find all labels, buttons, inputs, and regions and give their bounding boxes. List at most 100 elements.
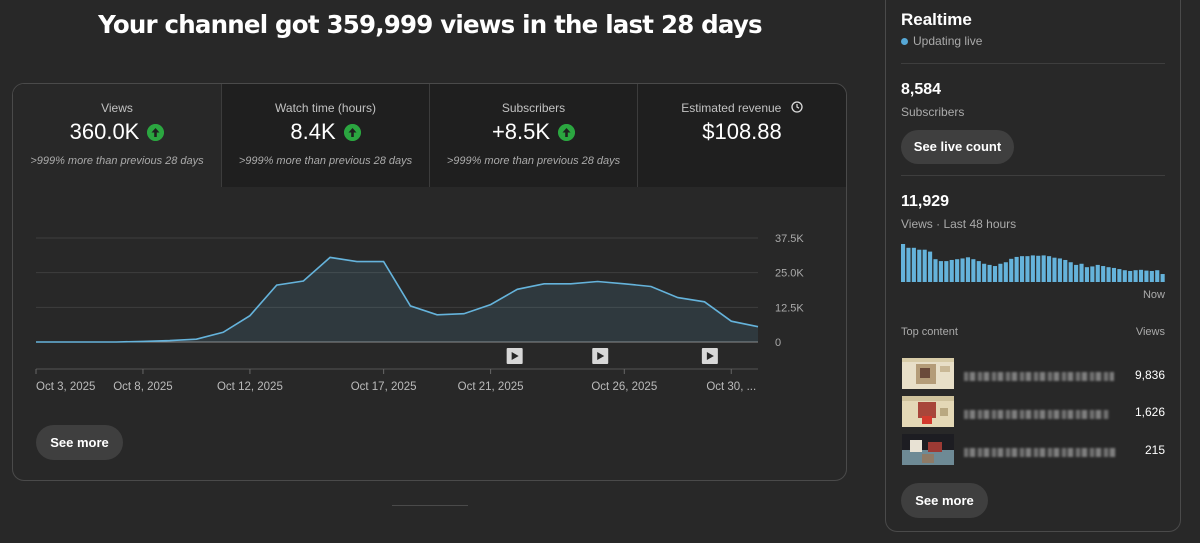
clock-icon[interactable] bbox=[791, 101, 803, 113]
video-marker-icon[interactable] bbox=[592, 348, 609, 364]
divider bbox=[901, 175, 1165, 176]
metric-tab-watch-time[interactable]: Watch time (hours) 8.4K >999% more than … bbox=[221, 84, 429, 187]
realtime-bar-chart bbox=[901, 244, 1165, 282]
y-tick-label: 12.5K bbox=[775, 302, 804, 314]
realtime-bar bbox=[922, 249, 927, 282]
realtime-bar bbox=[911, 247, 916, 282]
realtime-bar bbox=[1149, 270, 1154, 282]
realtime-bar bbox=[1079, 263, 1084, 282]
realtime-bar bbox=[1128, 270, 1133, 282]
x-tick-label: Oct 26, 2025 bbox=[591, 381, 657, 393]
realtime-bar bbox=[1122, 270, 1127, 282]
realtime-bar bbox=[982, 263, 987, 282]
realtime-bar bbox=[944, 261, 949, 282]
y-tick-label: 25.0K bbox=[775, 268, 804, 280]
realtime-bar bbox=[1041, 255, 1046, 282]
metric-comparison: >999% more than previous 28 days bbox=[446, 155, 621, 167]
realtime-bar bbox=[1090, 266, 1095, 282]
x-tick-label: Oct 8, 2025 bbox=[113, 381, 172, 393]
live-status: Updating live bbox=[901, 34, 982, 48]
x-tick-label: Oct 12, 2025 bbox=[217, 381, 283, 393]
video-thumbnail[interactable] bbox=[902, 434, 954, 465]
metric-comparison: >999% more than previous 28 days bbox=[238, 155, 413, 167]
realtime-bar bbox=[998, 263, 1003, 282]
realtime-bar bbox=[1095, 264, 1100, 282]
x-tick-label: Oct 21, 2025 bbox=[458, 381, 524, 393]
live-dot-icon bbox=[901, 37, 908, 45]
realtime-bar bbox=[1003, 262, 1008, 282]
realtime-bar bbox=[955, 259, 960, 282]
realtime-bar bbox=[1052, 257, 1057, 282]
video-title-redacted[interactable] bbox=[964, 448, 1116, 457]
y-tick-label: 0 bbox=[775, 337, 781, 349]
metric-value: +8.5K bbox=[491, 119, 551, 144]
arrow-up-icon bbox=[558, 123, 576, 141]
metric-tab-subscribers[interactable]: Subscribers +8.5K >999% more than previo… bbox=[429, 84, 637, 187]
metric-value: 360.0K bbox=[69, 119, 140, 144]
metric-label: Watch time (hours) bbox=[275, 101, 376, 115]
realtime-bar bbox=[1138, 269, 1144, 282]
video-thumbnail[interactable] bbox=[902, 358, 954, 389]
realtime-bar bbox=[965, 257, 971, 282]
x-tick-label: Oct 3, 2025 bbox=[36, 381, 95, 393]
see-live-count-button[interactable]: See live count bbox=[901, 130, 1014, 164]
arrow-up-icon bbox=[343, 123, 361, 141]
realtime-bar bbox=[1111, 267, 1117, 282]
metric-tab-revenue[interactable]: Estimated revenue $108.88 bbox=[637, 84, 846, 187]
realtime-bar bbox=[1133, 270, 1138, 282]
realtime-bar bbox=[1025, 256, 1030, 282]
video-views: 9,836 bbox=[1134, 368, 1165, 382]
video-title-redacted[interactable] bbox=[964, 410, 1109, 419]
realtime-bar bbox=[1063, 259, 1068, 282]
arrow-up-icon bbox=[147, 123, 165, 141]
realtime-bar bbox=[1019, 256, 1025, 282]
realtime-bar bbox=[906, 247, 911, 282]
realtime-bar bbox=[949, 259, 954, 282]
video-views: 1,626 bbox=[1134, 405, 1165, 419]
realtime-bar bbox=[1009, 258, 1014, 282]
realtime-bar bbox=[1036, 255, 1041, 282]
realtime-bar bbox=[1014, 256, 1019, 282]
realtime-bar bbox=[1101, 266, 1106, 282]
overview-card: Views 360.0K >999% more than previous 28… bbox=[12, 83, 847, 481]
realtime-bar bbox=[1117, 269, 1122, 282]
realtime-bar bbox=[1068, 262, 1073, 282]
views-chart: 37.5K 25.0K 12.5K 0 Oct 3, 2025 Oct 8, 2025 Oc… bbox=[35, 233, 804, 393]
series-area bbox=[36, 257, 758, 342]
realtime-title: Realtime bbox=[901, 10, 972, 29]
realtime-bar bbox=[1047, 256, 1052, 282]
metric-label: Views bbox=[101, 101, 133, 115]
realtime-bar bbox=[917, 249, 922, 282]
metric-value: 8.4K bbox=[290, 119, 336, 144]
realtime-bar bbox=[960, 258, 965, 282]
realtime-bar bbox=[976, 261, 981, 282]
x-tick-label: Oct 30, ... bbox=[706, 381, 756, 393]
realtime-see-more-button[interactable]: See more bbox=[901, 483, 988, 518]
realtime-bar bbox=[1057, 258, 1062, 282]
now-label: Now bbox=[1142, 289, 1165, 301]
subscriber-label: Subscribers bbox=[901, 105, 965, 119]
y-tick-label: 37.5K bbox=[775, 233, 804, 245]
views-period-label: Views · Last 48 hours bbox=[901, 217, 1017, 231]
see-more-button[interactable]: See more bbox=[36, 425, 123, 460]
realtime-bar bbox=[1030, 255, 1035, 282]
realtime-bar bbox=[928, 251, 933, 282]
video-marker-icon[interactable] bbox=[506, 348, 523, 364]
realtime-bar bbox=[1155, 270, 1160, 282]
metric-tab-views[interactable]: Views 360.0K >999% more than previous 28… bbox=[13, 84, 221, 187]
metric-comparison: >999% more than previous 28 days bbox=[30, 155, 204, 167]
metric-value: $108.88 bbox=[702, 119, 782, 144]
subscriber-count: 8,584 bbox=[901, 81, 942, 98]
realtime-bar bbox=[933, 259, 938, 282]
realtime-bar bbox=[1084, 267, 1089, 282]
realtime-bar bbox=[938, 261, 943, 282]
realtime-bar bbox=[1106, 267, 1111, 282]
series-line bbox=[36, 256, 759, 343]
realtime-bar bbox=[987, 264, 992, 282]
video-title-redacted[interactable] bbox=[964, 372, 1114, 381]
video-marker-icon[interactable] bbox=[701, 348, 718, 364]
page-title: Your channel got 359,999 views in the la… bbox=[98, 10, 762, 39]
video-thumbnail[interactable] bbox=[902, 396, 954, 427]
realtime-bar bbox=[971, 259, 976, 282]
